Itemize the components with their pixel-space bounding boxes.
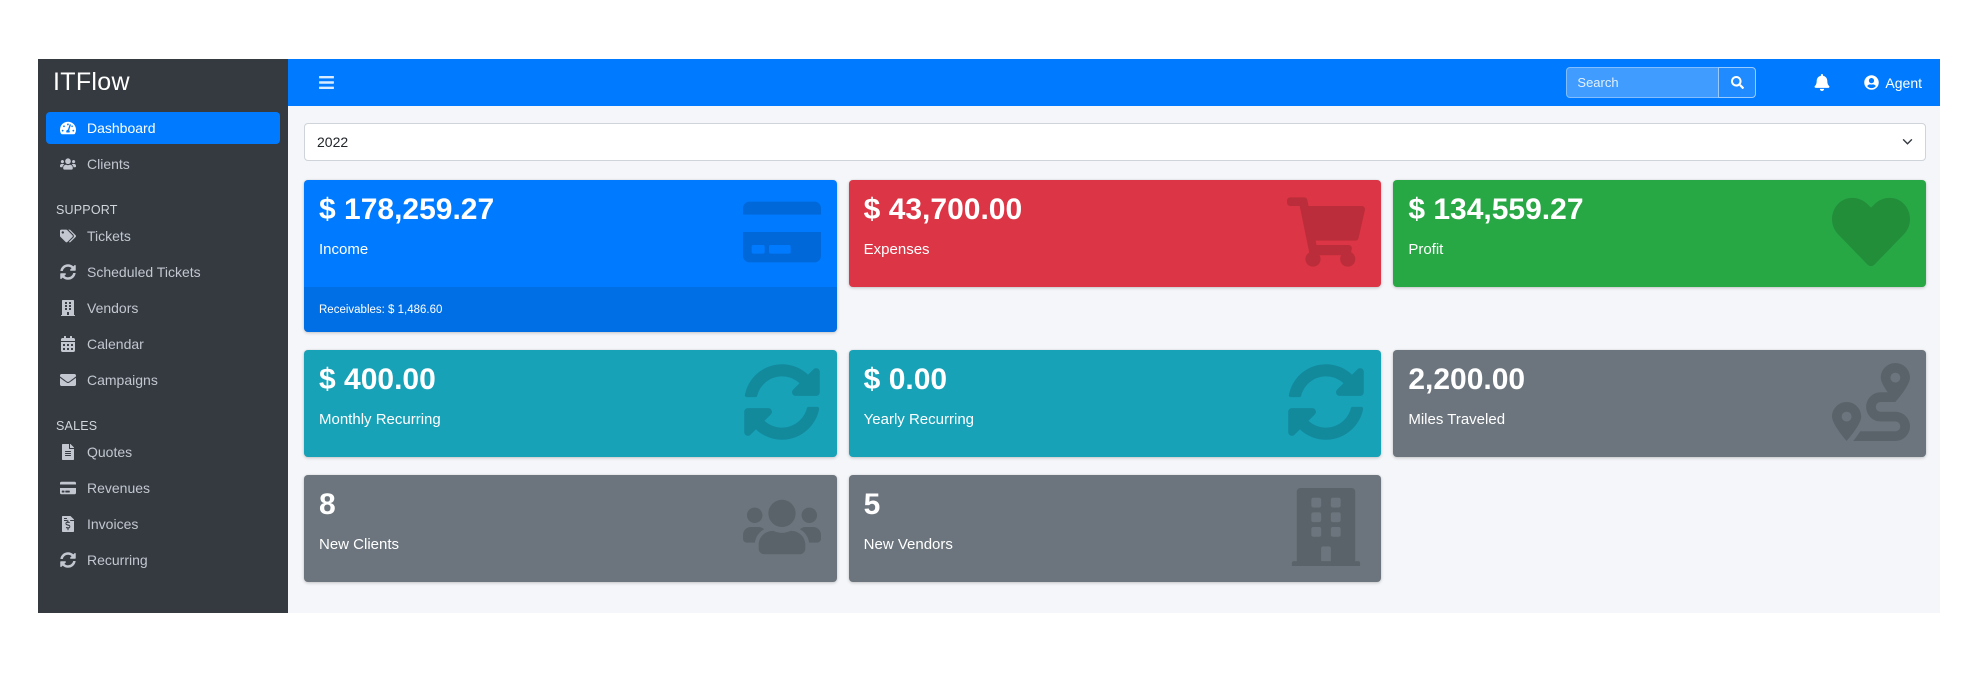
sidebar-item-label: Campaigns bbox=[87, 372, 158, 388]
stat-card-label: New Clients bbox=[319, 535, 400, 553]
user-menu-button[interactable]: Agent bbox=[1864, 75, 1922, 91]
sidebar-item-label: Invoices bbox=[87, 516, 139, 532]
sidebar-item-recurring[interactable]: Recurring bbox=[46, 544, 280, 576]
shopping-cart-icon bbox=[1287, 193, 1365, 271]
calendar-icon bbox=[56, 336, 79, 352]
main-area: Agent 2022 $ 178,259.27 Income Receivables… bbox=[288, 59, 1940, 613]
stat-card-income[interactable]: $ 178,259.27 Income Receivables: $ 1,486.6… bbox=[304, 180, 837, 332]
stat-card-value: 2,200.00 bbox=[1408, 363, 1526, 396]
user-menu-label: Agent bbox=[1885, 74, 1922, 91]
search-group bbox=[1566, 67, 1757, 98]
stat-card-value: $ 43,700.00 bbox=[863, 193, 1023, 226]
search-button[interactable] bbox=[1718, 67, 1757, 98]
stat-card-value: 5 bbox=[863, 488, 881, 521]
stat-card-yearly-recurring[interactable]: $ 0.00 Yearly Recurring bbox=[848, 350, 1382, 457]
sidebar-item-clients[interactable]: Clients bbox=[46, 148, 280, 180]
sidebar-nav: Dashboard Clients SUPPORT Tickets Scheduled … bbox=[38, 106, 288, 580]
stat-card-new-clients[interactable]: 8 New Clients bbox=[304, 475, 837, 582]
sidebar-item-label: Recurring bbox=[87, 552, 148, 568]
sidebar-item-label: Dashboard bbox=[87, 120, 156, 136]
sidebar-item-label: Tickets bbox=[87, 228, 131, 244]
file-invoice-dollar-icon bbox=[56, 516, 79, 532]
bars-icon bbox=[318, 74, 335, 91]
sidebar-item-dashboard[interactable]: Dashboard bbox=[46, 112, 280, 144]
stat-card-new-vendors[interactable]: 5 New Vendors bbox=[848, 475, 1382, 582]
sidebar-section-header: SUPPORT bbox=[56, 203, 118, 217]
sync-icon bbox=[56, 264, 79, 280]
route-icon bbox=[1832, 363, 1910, 441]
stat-card-value: $ 134,559.27 bbox=[1408, 193, 1584, 226]
notifications-button[interactable] bbox=[1814, 74, 1830, 91]
stat-card-value: 8 bbox=[319, 488, 336, 521]
stat-card-label: Yearly Recurring bbox=[863, 410, 975, 428]
tags-icon bbox=[56, 228, 79, 244]
stat-card-value: $ 178,259.27 bbox=[319, 193, 495, 226]
sidebar-item-calendar[interactable]: Calendar bbox=[46, 328, 280, 360]
stat-card-footer[interactable]: Receivables: $ 1,486.60 bbox=[304, 287, 837, 332]
sidebar: ITFlow Dashboard Clients SUPPORT Tickets Sch… bbox=[38, 59, 288, 613]
topbar: Agent bbox=[288, 59, 1940, 106]
sidebar-item-label: Clients bbox=[87, 156, 130, 172]
building-icon bbox=[56, 300, 79, 316]
sidebar-section-header: SALES bbox=[56, 419, 98, 433]
tachometer-icon bbox=[56, 120, 79, 136]
credit-card-icon bbox=[743, 193, 821, 271]
sidebar-item-revenues[interactable]: Revenues bbox=[46, 472, 280, 504]
sidebar-item-label: Scheduled Tickets bbox=[87, 264, 201, 280]
stat-card-value: $ 0.00 bbox=[863, 363, 948, 396]
sidebar-item-tickets[interactable]: Tickets bbox=[46, 220, 280, 252]
sync-icon bbox=[56, 552, 79, 568]
user-circle-icon bbox=[1864, 75, 1879, 90]
stat-card-label: Profit bbox=[1408, 240, 1444, 258]
stat-card-profit[interactable]: $ 134,559.27 Profit bbox=[1393, 180, 1927, 287]
search-icon bbox=[1731, 76, 1744, 89]
stat-card-label: Monthly Recurring bbox=[319, 410, 441, 428]
credit-card-icon bbox=[56, 480, 79, 496]
heart-icon bbox=[1832, 193, 1910, 271]
stat-card-label: Miles Traveled bbox=[1408, 410, 1506, 428]
year-select[interactable]: 2022 bbox=[304, 123, 1926, 161]
sidebar-item-vendors[interactable]: Vendors bbox=[46, 292, 280, 324]
building-icon bbox=[1287, 488, 1365, 566]
sync-icon bbox=[1287, 363, 1365, 441]
brand-logo[interactable]: ITFlow bbox=[53, 68, 130, 96]
stat-card-miles-traveled[interactable]: 2,200.00 Miles Traveled bbox=[1393, 350, 1927, 457]
sidebar-item-campaigns[interactable]: Campaigns bbox=[46, 364, 280, 396]
sidebar-item-label: Calendar bbox=[87, 336, 144, 352]
sidebar-item-scheduled-tickets[interactable]: Scheduled Tickets bbox=[46, 256, 280, 288]
stat-card-label: Income bbox=[319, 240, 369, 258]
sidebar-item-label: Vendors bbox=[87, 300, 139, 316]
dashboard-content: 2022 $ 178,259.27 Income Receivables: $ 1,… bbox=[288, 106, 1940, 613]
cards-grid: $ 178,259.27 Income Receivables: $ 1,486.6… bbox=[304, 180, 1927, 582]
stat-card-expenses[interactable]: $ 43,700.00 Expenses bbox=[848, 180, 1382, 287]
users-icon bbox=[743, 488, 821, 566]
stat-card-label: New Vendors bbox=[863, 535, 953, 553]
sync-icon bbox=[743, 363, 821, 441]
year-select-wrap: 2022 bbox=[304, 123, 1926, 161]
envelope-icon bbox=[56, 372, 79, 388]
sidebar-item-invoices[interactable]: Invoices bbox=[46, 508, 280, 540]
sidebar-toggle-button[interactable] bbox=[318, 74, 335, 91]
app-window: ITFlow Dashboard Clients SUPPORT Tickets Sch… bbox=[38, 59, 1940, 613]
sidebar-item-quotes[interactable]: Quotes bbox=[46, 436, 280, 468]
stat-card-value: $ 400.00 bbox=[319, 363, 436, 396]
stat-card-label: Expenses bbox=[863, 240, 930, 258]
users-icon bbox=[56, 156, 79, 172]
search-input[interactable] bbox=[1566, 67, 1719, 98]
bell-icon bbox=[1814, 74, 1830, 91]
sidebar-item-label: Revenues bbox=[87, 480, 151, 496]
sidebar-item-label: Quotes bbox=[87, 444, 133, 460]
file-alt-icon bbox=[56, 444, 79, 460]
stat-card-monthly-recurring[interactable]: $ 400.00 Monthly Recurring bbox=[304, 350, 837, 457]
